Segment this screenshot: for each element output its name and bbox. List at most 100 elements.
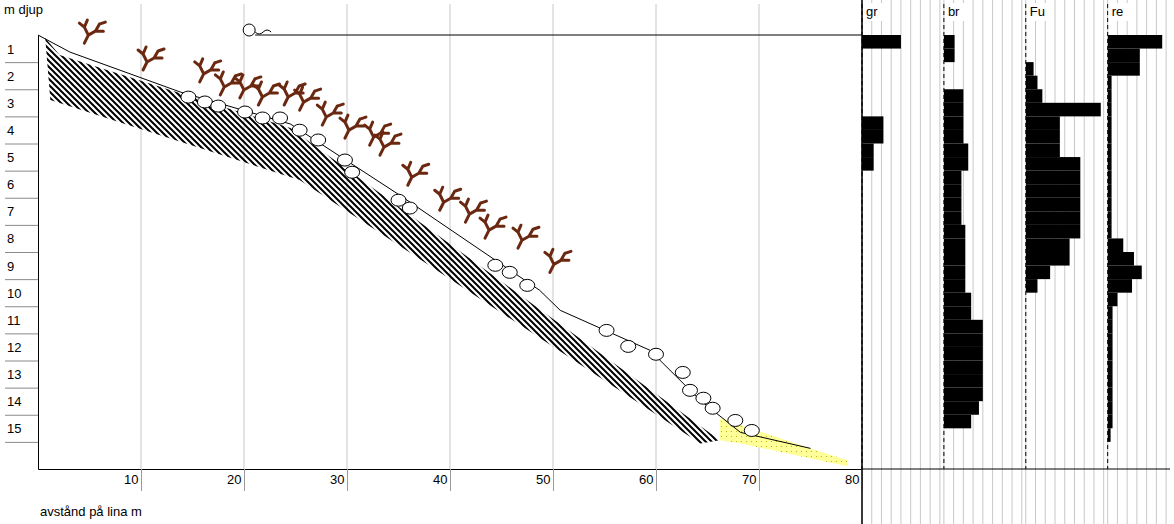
boulder — [621, 340, 636, 352]
x-tick-label: 70 — [742, 472, 756, 487]
x-tick-label: 40 — [433, 472, 447, 487]
bar — [944, 35, 955, 49]
rock — [45, 38, 720, 444]
bar — [1026, 35, 1027, 49]
y-tick: 2 — [5, 69, 38, 90]
bar — [1026, 374, 1027, 388]
column-grid-line — [1156, 0, 1157, 524]
y-tick-label: 12 — [7, 340, 21, 355]
bar — [1108, 401, 1113, 415]
column-grid-line — [1093, 0, 1094, 524]
x-tick-label: 80 — [845, 472, 859, 487]
bar — [1108, 144, 1112, 158]
bar — [1108, 306, 1113, 320]
y-tick-line — [5, 62, 38, 63]
boulder — [682, 384, 697, 396]
bar — [944, 184, 962, 198]
chart: 1234567891011121314151020304050607080m d… — [0, 0, 1174, 524]
bar — [1026, 144, 1060, 158]
bar — [1026, 238, 1070, 252]
y-tick-line — [5, 171, 38, 172]
bar — [1108, 347, 1113, 361]
abundance-panel: gr br Fure — [862, 0, 1166, 524]
bar — [944, 157, 968, 171]
bar — [1108, 442, 1109, 456]
bar — [1026, 171, 1081, 185]
bar — [944, 62, 945, 76]
abundance-column: Fu — [1026, 0, 1104, 524]
bar — [1026, 157, 1081, 171]
bar — [1026, 89, 1043, 103]
bar — [1108, 415, 1113, 429]
grid-line — [553, 4, 554, 469]
y-tick: 1 — [5, 42, 38, 63]
y-tick-line — [5, 361, 38, 362]
x-tick: 50 — [536, 469, 553, 491]
column-bars — [862, 35, 901, 171]
bar — [1026, 49, 1027, 63]
bar — [1108, 388, 1113, 402]
x-tick-label: 60 — [639, 472, 653, 487]
abundance-column: re — [1108, 0, 1166, 524]
bar — [1108, 211, 1112, 225]
column-grid-line — [939, 0, 940, 524]
grid-line — [347, 4, 348, 469]
boulder — [337, 154, 352, 166]
bar — [944, 266, 965, 280]
alga — [317, 102, 343, 125]
y-tick: 15 — [5, 421, 38, 442]
x-tick: 30 — [330, 469, 347, 491]
column-grid-line — [1103, 0, 1104, 524]
bar — [944, 401, 979, 415]
x-tick-line — [553, 469, 554, 491]
y-tick: 14 — [5, 394, 38, 415]
bar — [944, 442, 945, 456]
column-grid-line — [871, 0, 872, 524]
alga — [340, 115, 366, 138]
column-label: gr — [866, 4, 878, 19]
y-tick-label: 8 — [7, 231, 14, 246]
boulder — [728, 414, 743, 426]
x-tick: 10 — [124, 469, 141, 491]
column-grid-line — [992, 0, 993, 524]
bar — [944, 361, 983, 375]
column-grid-line — [1012, 0, 1013, 524]
alga — [365, 122, 391, 145]
column-label: br — [948, 4, 960, 19]
bar — [1108, 198, 1112, 212]
bar — [1108, 130, 1112, 144]
bar — [1026, 252, 1070, 266]
abundance-column: gr — [862, 0, 940, 524]
x-tick-line — [656, 469, 657, 491]
bar — [1026, 266, 1050, 280]
bar — [944, 428, 945, 442]
y-tick-label: 14 — [7, 394, 21, 409]
boulder — [649, 348, 664, 360]
alga — [375, 132, 401, 155]
column-grid-line — [930, 0, 931, 524]
y-tick-line — [5, 225, 38, 226]
bar — [1108, 35, 1163, 49]
y-tick: 7 — [5, 204, 38, 225]
bar — [1108, 184, 1112, 198]
x-axis: 1020304050607080 — [39, 469, 863, 491]
y-tick: 13 — [5, 367, 38, 388]
alga — [435, 187, 461, 210]
bar — [1026, 198, 1081, 212]
bar — [1108, 333, 1113, 347]
column-grid-line — [862, 0, 863, 524]
y-tick: 6 — [5, 177, 38, 198]
bar — [944, 211, 962, 225]
alga — [138, 47, 164, 70]
bar — [1108, 320, 1113, 334]
boulder — [197, 96, 212, 108]
bar — [944, 374, 983, 388]
column-grid-line — [1136, 0, 1137, 524]
bar — [944, 320, 983, 334]
bar — [944, 198, 962, 212]
y-tick-label: 11 — [7, 313, 21, 328]
grid — [141, 4, 862, 469]
bar — [944, 49, 955, 63]
bar — [1026, 62, 1034, 76]
transect-chart: 1234567891011121314151020304050607080m d… — [0, 0, 1174, 524]
